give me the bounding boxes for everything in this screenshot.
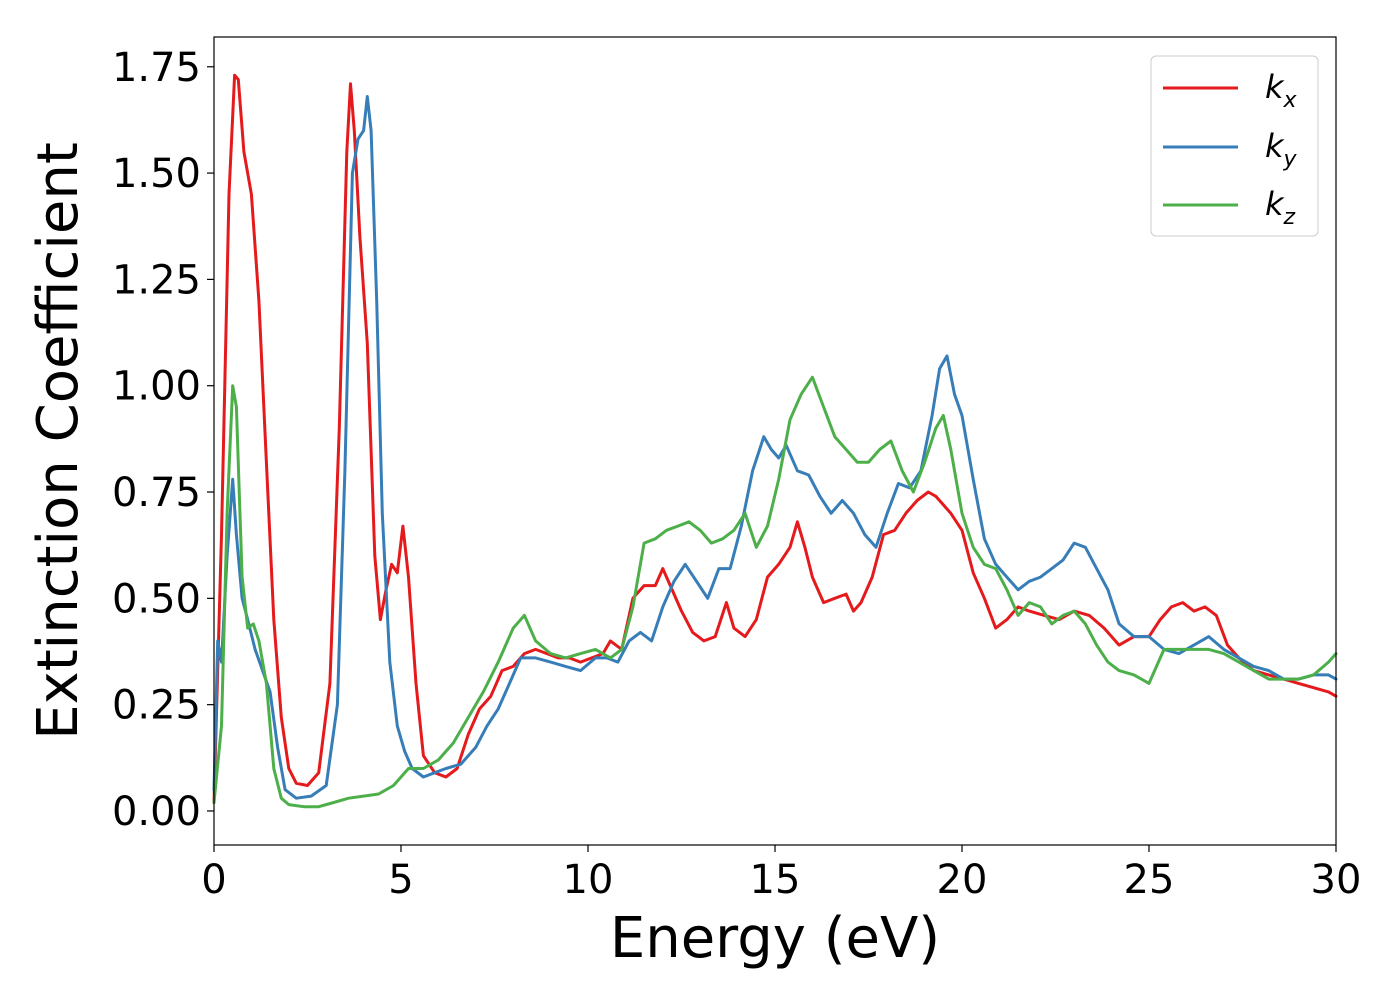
x-tick-label: 0: [201, 857, 226, 903]
y-tick-label: 0.50: [112, 576, 201, 622]
legend-label-z: kz: [1265, 185, 1296, 230]
y-axis-title: Extinction Coefficient: [26, 142, 91, 740]
y-tick-label: 1.75: [112, 45, 201, 91]
series-line-x: [212, 73, 1338, 804]
series-layer: [212, 73, 1338, 809]
x-tick-label: 15: [750, 857, 801, 903]
legend-label-base: k: [1265, 127, 1285, 165]
y-tick-label: 1.50: [112, 151, 201, 197]
legend-label-base: k: [1265, 68, 1285, 106]
x-axis-title: Energy (eV): [610, 906, 940, 971]
legend-label-subscript: x: [1283, 88, 1298, 113]
x-tick-label: 25: [1124, 857, 1175, 903]
x-tick-label: 5: [388, 857, 413, 903]
x-tick-label: 20: [937, 857, 988, 903]
series-line-z: [212, 375, 1338, 809]
ticks-layer: 0 5 10 15 20 25 30 0.00 0.25 0.50 0.75 1.00 1.25 1.50…: [112, 45, 1362, 903]
x-tick-label: 10: [563, 857, 614, 903]
legend-label-subscript: y: [1283, 147, 1298, 172]
y-tick-label: 1.00: [112, 364, 201, 410]
y-tick-label: 0.25: [112, 683, 201, 729]
y-tick-label: 0.00: [112, 789, 201, 835]
y-tick-label: 0.75: [112, 470, 201, 516]
x-tick-label: 30: [1311, 857, 1362, 903]
y-tick-label: 1.25: [112, 257, 201, 303]
legend-label-x: kx: [1265, 68, 1298, 113]
legend-label-base: k: [1265, 185, 1285, 223]
series-line-y: [212, 95, 1338, 800]
legend-label-subscript: z: [1283, 205, 1296, 230]
legend-label-y: ky: [1265, 127, 1298, 172]
